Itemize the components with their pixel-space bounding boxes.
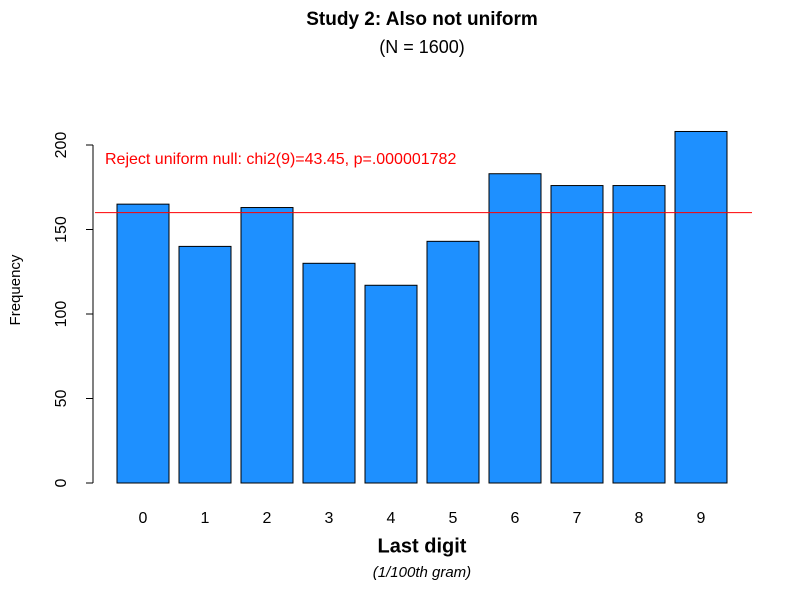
x-tick-label: 1 (201, 510, 210, 527)
x-tick-label: 7 (573, 510, 582, 527)
y-tick-label: 0 (53, 478, 70, 487)
chart-subtitle: (N = 1600) (379, 37, 465, 57)
bar (240, 207, 294, 484)
x-axis-label: Last digit (378, 535, 467, 557)
bar (674, 130, 728, 484)
bar (612, 185, 666, 484)
bar (116, 203, 170, 484)
bar (364, 284, 418, 484)
x-axis-sublabel: (1/100th gram) (373, 564, 471, 581)
y-axis-label: Frequency (7, 254, 24, 325)
bar (550, 185, 604, 484)
x-tick-label: 8 (635, 510, 644, 527)
y-tick-label: 100 (53, 301, 70, 328)
x-tick-label: 3 (325, 510, 334, 527)
bar (488, 173, 542, 484)
x-tick-label: 6 (511, 510, 520, 527)
y-tick-label: 200 (53, 132, 70, 159)
y-tick-label: 50 (53, 390, 70, 408)
y-tick-label: 150 (53, 216, 70, 243)
bar (302, 262, 356, 484)
x-tick-label: 4 (387, 510, 396, 527)
x-tick-label: 0 (139, 510, 148, 527)
bar (178, 245, 232, 484)
x-tick-label: 5 (449, 510, 458, 527)
chart-title: Study 2: Also not uniform (306, 9, 538, 30)
annotation: Reject uniform null: chi2(9)=43.45, p=.0… (105, 151, 456, 168)
x-tick-label: 2 (263, 510, 272, 527)
x-tick-label: 9 (697, 510, 706, 527)
bar (426, 240, 480, 484)
